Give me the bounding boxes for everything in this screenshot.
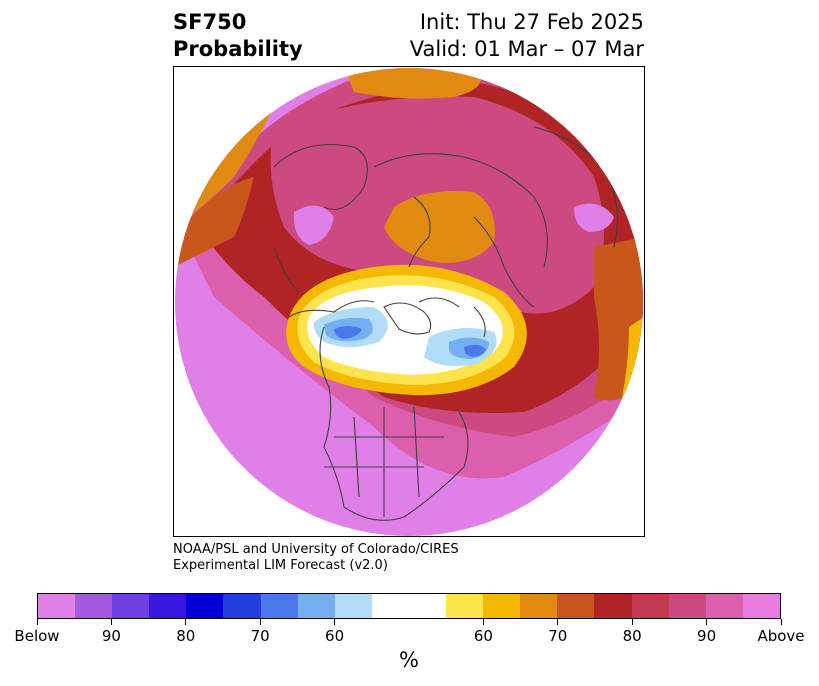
units-label: % <box>399 648 419 672</box>
colorbar-segment <box>594 594 632 618</box>
colorbar-tick-label: 70 <box>250 627 270 645</box>
field-rust-right <box>594 237 643 401</box>
colorbar <box>37 593 781 619</box>
date-title: Init: Thu 27 Feb 2025 Valid: 01 Mar – 07… <box>410 9 644 63</box>
colorbar-tick <box>780 619 782 625</box>
colorbar-tick-label: 80 <box>622 627 642 645</box>
colorbar-tick-label: 60 <box>473 627 493 645</box>
probability-map <box>175 68 643 536</box>
colorbar-segment <box>297 594 335 618</box>
colorbar-tick-label: 90 <box>697 627 717 645</box>
colorbar-tick-label: 90 <box>101 627 121 645</box>
field-rust-left <box>175 177 254 267</box>
colorbar-segment <box>112 594 150 618</box>
colorbar-tick <box>36 619 38 625</box>
colorbar-segment <box>186 594 224 618</box>
colorbar-segment <box>334 594 372 618</box>
colorbar-segment <box>483 594 521 618</box>
colorbar-tick-label: 70 <box>548 627 568 645</box>
colorbar-segment <box>668 594 706 618</box>
variable-subtitle: Probability <box>173 37 303 61</box>
colorbar-tick-label: 80 <box>176 627 196 645</box>
colorbar-tick <box>557 619 559 625</box>
colorbar-tick <box>631 619 633 625</box>
colorbar-segment <box>520 594 558 618</box>
colorbar-tick <box>259 619 261 625</box>
colorbar-tick <box>706 619 708 625</box>
credit: NOAA/PSL and University of Colorado/CIRE… <box>173 542 459 574</box>
init-date: Init: Thu 27 Feb 2025 <box>419 10 644 34</box>
variable-title: SF750 Probability <box>173 9 303 63</box>
colorbar-tick <box>110 619 112 625</box>
colorbar-segment <box>371 594 447 618</box>
credit-line-2: Experimental LIM Forecast (v2.0) <box>173 558 388 573</box>
field-pink-spot <box>293 205 334 245</box>
colorbar-segment <box>223 594 261 618</box>
field-below80-west <box>334 326 362 339</box>
colorbar-segment <box>742 594 780 618</box>
colorbar-tick <box>334 619 336 625</box>
colorbar-tick <box>185 619 187 625</box>
variable-name: SF750 <box>173 10 247 34</box>
colorbar-segment <box>557 594 595 618</box>
field-blob-orange <box>384 191 495 263</box>
colorbar-segment <box>446 594 484 618</box>
field-below80-east <box>464 344 486 357</box>
field-pink-spot-east <box>574 203 614 232</box>
colorbar-segment <box>631 594 669 618</box>
colorbar-segment <box>149 594 187 618</box>
valid-date: Valid: 01 Mar – 07 Mar <box>409 37 644 61</box>
field-orange-top <box>344 68 481 99</box>
colorbar-segment <box>705 594 743 618</box>
colorbar-tick-label: Below <box>14 627 60 645</box>
colorbar-tick <box>482 619 484 625</box>
colorbar-segment <box>260 594 298 618</box>
colorbar-tick-label: Above <box>757 627 805 645</box>
colorbar-segment <box>75 594 113 618</box>
map-panel <box>173 66 645 537</box>
credit-line-1: NOAA/PSL and University of Colorado/CIRE… <box>173 542 459 557</box>
colorbar-segment <box>38 594 76 618</box>
colorbar-tick-label: 60 <box>325 627 345 645</box>
